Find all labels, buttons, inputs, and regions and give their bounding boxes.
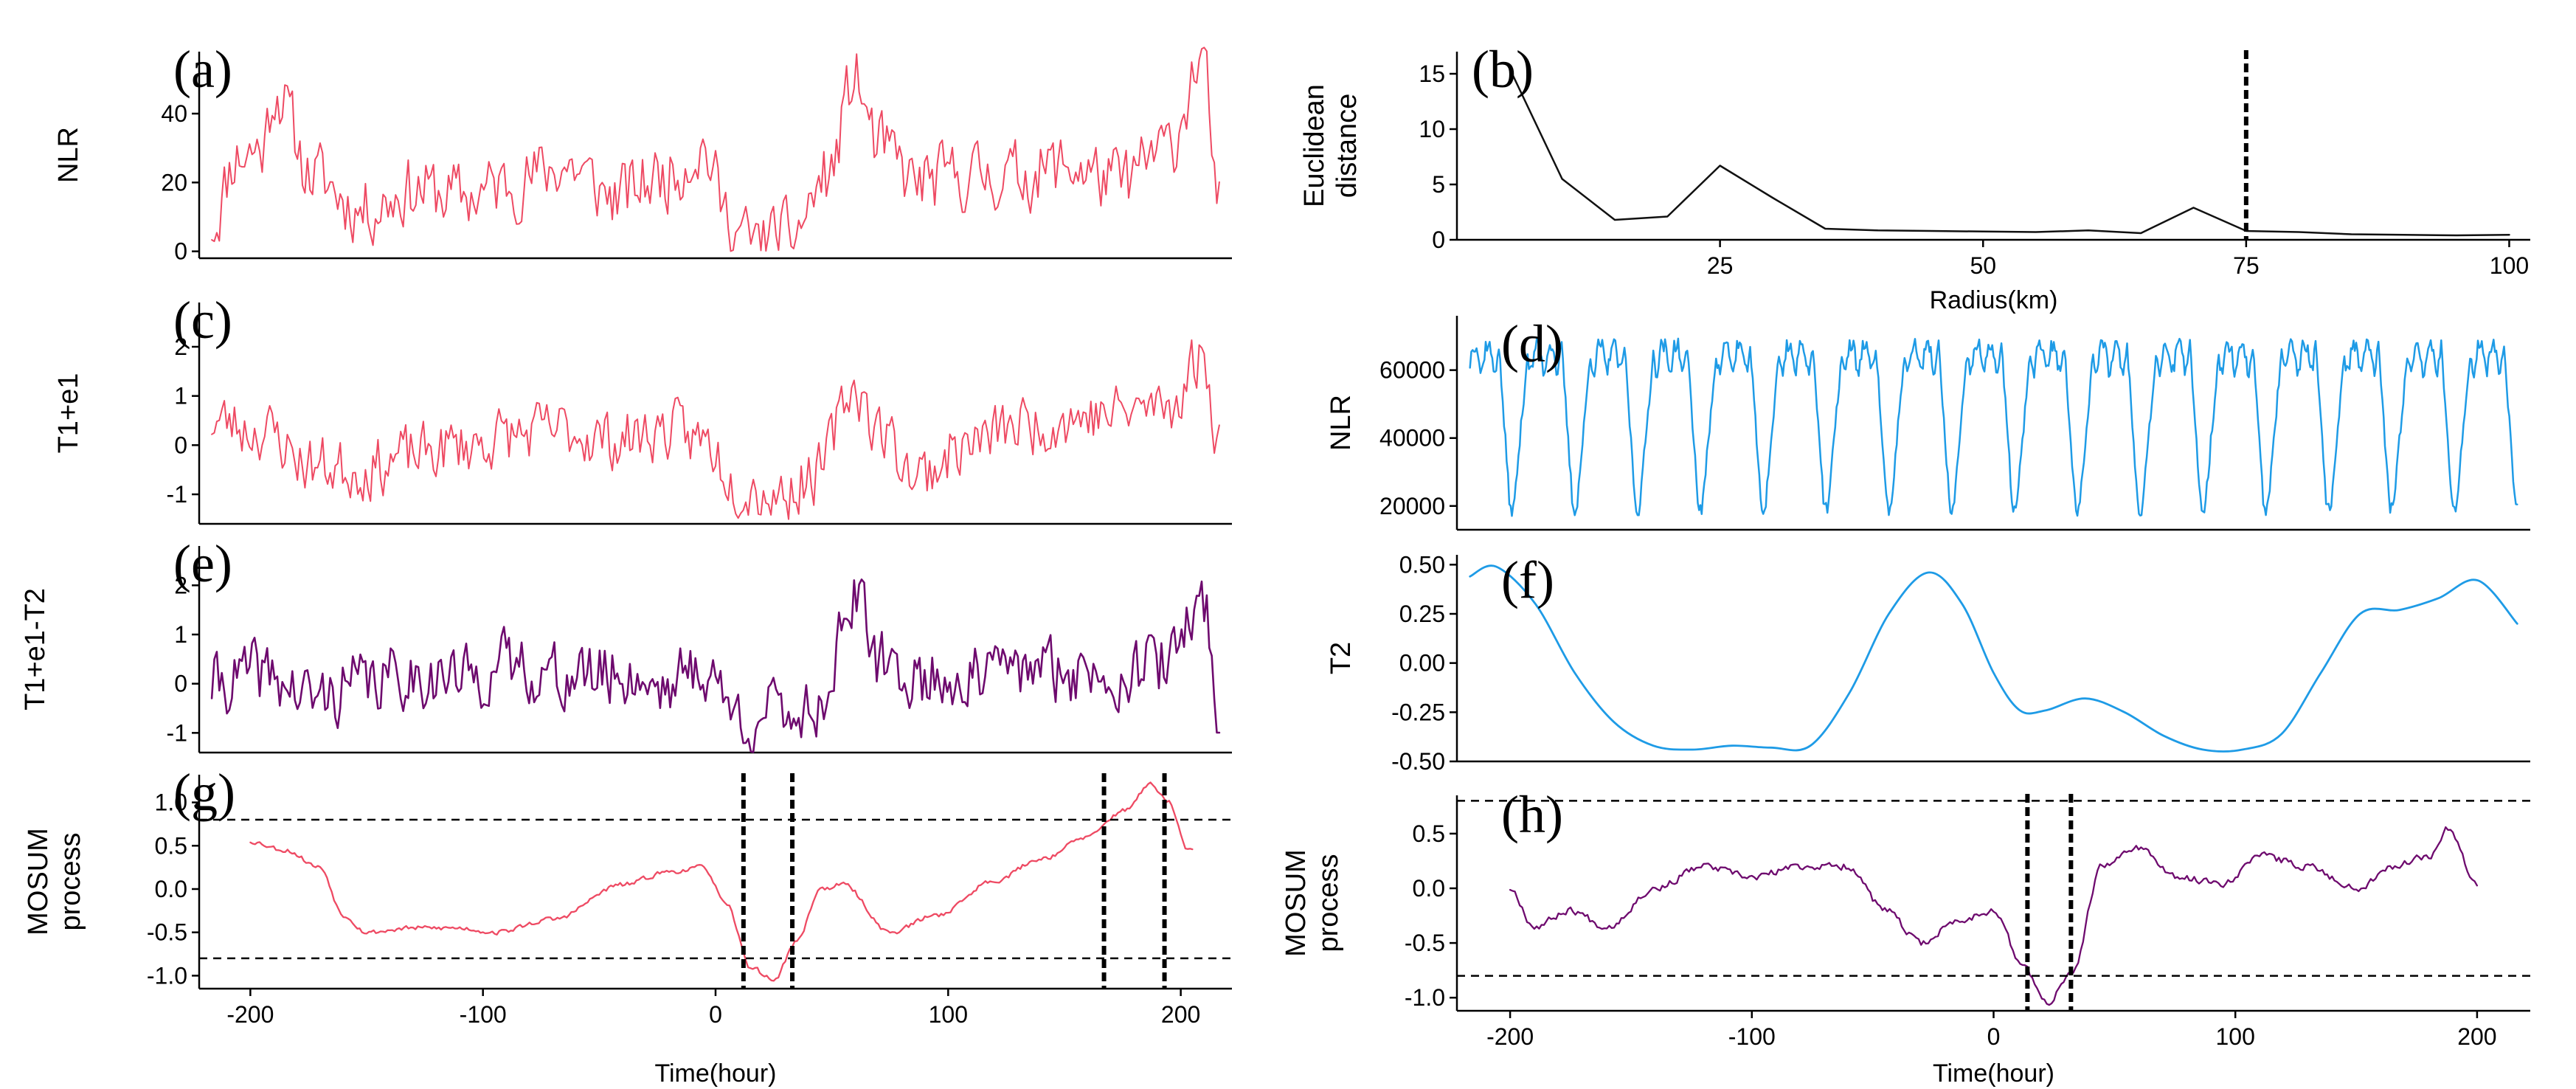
y-tick-label: -1	[167, 481, 187, 508]
y-tick-label: 0	[174, 238, 187, 265]
panel-letter: (g)	[173, 763, 235, 822]
series-line	[1469, 337, 2518, 517]
series-line	[1509, 67, 2510, 237]
chart-panel-e: -1 0 1 2 T1+e1-T2 (e)	[20, 534, 1232, 754]
x-tick-label: 0	[709, 1001, 722, 1028]
y-tick-label: -1.0	[147, 962, 187, 989]
x-tick-label: 100	[2490, 252, 2529, 279]
series-line	[249, 781, 1194, 982]
x-tick-label: 200	[1161, 1001, 1200, 1028]
panel-letter: (a)	[173, 40, 232, 99]
y-tick-label: 0.50	[1399, 551, 1445, 578]
chart-panel-g: -1.0 -0.5 0.0 0.5 1.0 -200 -100 0 100 200 MOSUMpro…	[23, 763, 1232, 1088]
x-tick-label: -200	[1486, 1023, 1534, 1050]
y-tick-label: 0.00	[1399, 650, 1445, 677]
y-tick-label: 0.25	[1399, 601, 1445, 627]
y-tick-label: 0	[1432, 227, 1445, 253]
y-tick-label: 15	[1419, 60, 1445, 87]
y-tick-label: 1.0	[155, 789, 187, 816]
y-axis-title: MOSUMprocess	[1281, 849, 1344, 957]
y-tick-label: -0.5	[147, 919, 187, 946]
panel-letter: (b)	[1472, 40, 1534, 99]
y-tick-label: 1	[174, 621, 187, 648]
y-axis-title: Euclideandistance	[1299, 84, 1363, 207]
y-tick-label: 20000	[1379, 493, 1445, 519]
x-axis-title: Radius(km)	[1930, 286, 2058, 314]
y-tick-label: 40000	[1379, 425, 1445, 452]
y-axis-title: T2	[1326, 642, 1357, 674]
y-tick-label: -1.0	[1405, 984, 1445, 1011]
y-tick-label: 2	[174, 572, 187, 598]
chart-panel-f: -0.50 -0.25 0.00 0.25 0.50 T2 (f)	[1326, 550, 2530, 775]
panel-letter: (f)	[1501, 550, 1554, 609]
y-tick-label: 10	[1419, 116, 1445, 142]
y-tick-label: 0.0	[1413, 875, 1445, 902]
y-tick-label: 40	[161, 100, 187, 127]
panel-letter: (e)	[173, 534, 232, 593]
y-tick-label: 1	[174, 383, 187, 409]
series-line	[1509, 826, 2479, 1006]
y-tick-label: 0	[174, 671, 187, 697]
chart-panel-b: 0 5 10 15 25 50 75 100 Euclideandistance Radius(k…	[1299, 40, 2530, 314]
chart-panel-d: 20000 40000 60000 NLR (d)	[1326, 314, 2530, 531]
x-tick-label: 100	[929, 1001, 968, 1028]
y-tick-label: 60000	[1379, 357, 1445, 384]
chart-panel-c: -1 0 1 2 T1+e1 (c)	[53, 291, 1232, 525]
y-axis-title: NLR	[53, 127, 84, 183]
y-tick-label: 0	[174, 432, 187, 458]
panel-letter: (c)	[173, 291, 232, 350]
y-tick-label: 0.5	[1413, 820, 1445, 847]
y-axis-title: T1+e1	[53, 373, 84, 454]
y-tick-label: 0.5	[155, 832, 187, 859]
x-tick-label: -100	[460, 1001, 507, 1028]
panel-letter: (h)	[1501, 785, 1563, 844]
series-line	[210, 578, 1221, 753]
y-axis-title: T1+e1-T2	[20, 588, 51, 711]
chart-panel-h: -1.0 -0.5 0.0 0.5 -200 -100 0 100 200 MOSUMproces…	[1281, 785, 2530, 1088]
y-tick-label: 5	[1432, 171, 1445, 198]
y-tick-label: -0.25	[1391, 699, 1445, 725]
series-line	[1469, 564, 2518, 753]
y-tick-label: -1	[167, 719, 187, 746]
x-tick-label: 200	[2457, 1023, 2496, 1050]
x-tick-label: 25	[1707, 252, 1734, 279]
y-tick-label: -0.50	[1391, 748, 1445, 775]
series-line	[211, 46, 1220, 252]
x-tick-label: 0	[1987, 1023, 2001, 1050]
y-axis-title: MOSUMprocess	[23, 828, 86, 936]
y-tick-label: -0.5	[1405, 930, 1445, 956]
x-axis-title: Time(hour)	[1933, 1059, 2054, 1088]
panel-letter: (d)	[1501, 314, 1563, 373]
y-tick-label: 20	[161, 169, 187, 196]
x-tick-label: -200	[226, 1001, 274, 1028]
chart-panel-a: 0 20 40 NLR (a)	[53, 40, 1232, 265]
x-tick-label: -100	[1728, 1023, 1776, 1050]
y-tick-label: 0.0	[155, 876, 187, 902]
x-axis-title: Time(hour)	[655, 1059, 777, 1088]
y-tick-label: 2	[174, 333, 187, 360]
x-tick-label: 75	[2233, 252, 2260, 279]
y-axis-title: NLR	[1326, 395, 1357, 451]
series-line	[211, 339, 1220, 520]
x-tick-label: 100	[2216, 1023, 2255, 1050]
x-tick-label: 50	[1970, 252, 1996, 279]
